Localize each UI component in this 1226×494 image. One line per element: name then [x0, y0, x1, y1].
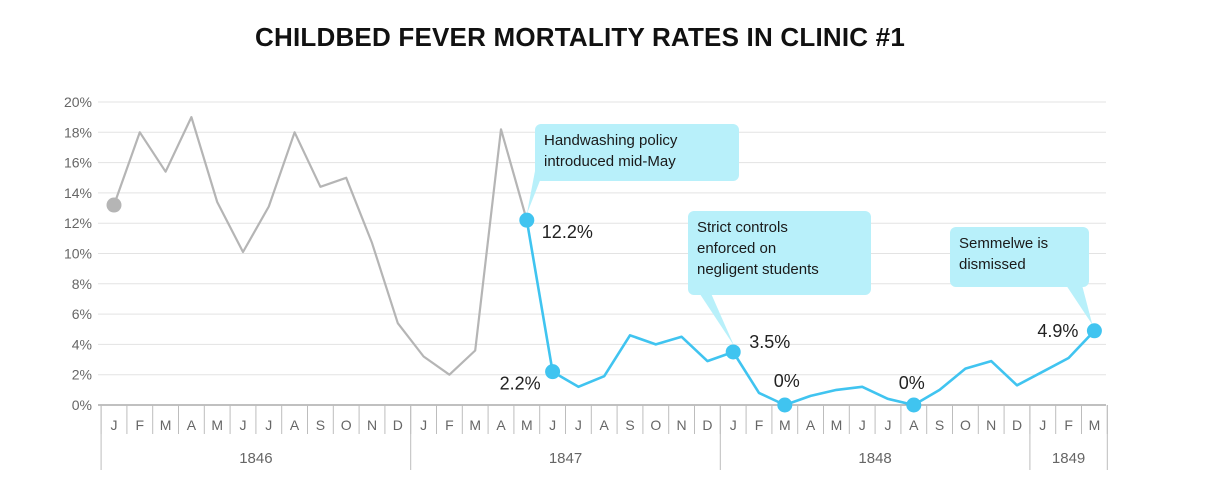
data-label: 0% — [899, 373, 925, 393]
month-tick-label: M — [521, 417, 533, 433]
month-tick-label: O — [960, 417, 971, 433]
month-tick-label: D — [702, 417, 712, 433]
month-tick-label: M — [831, 417, 843, 433]
month-tick-label: N — [986, 417, 996, 433]
month-tick-label: F — [1064, 417, 1073, 433]
month-tick-label: M — [160, 417, 172, 433]
month-tick-label: M — [469, 417, 481, 433]
month-tick-label: F — [755, 417, 764, 433]
year-label: 1848 — [858, 450, 891, 467]
y-tick-label: 2% — [72, 367, 92, 383]
annotation-handwashing-policy: Handwashing policy introduced mid-May — [535, 124, 739, 181]
data-label: 2.2% — [500, 374, 541, 394]
month-tick-label: A — [290, 417, 300, 433]
data-point-marker — [906, 397, 922, 413]
month-tick-label: J — [549, 417, 556, 433]
annotation-semmelweis-dismissed: Semmelwe is dismissed — [950, 227, 1089, 287]
month-tick-label: N — [367, 417, 377, 433]
data-label: 3.5% — [749, 332, 790, 352]
data-point-marker — [1086, 323, 1102, 339]
month-tick-label: F — [136, 417, 145, 433]
month-tick-label: M — [1089, 417, 1101, 433]
y-tick-label: 12% — [64, 215, 92, 231]
annotation-line: Strict controls — [697, 219, 788, 236]
annotation-line: enforced on — [697, 240, 777, 257]
data-label: 12.2% — [542, 222, 593, 242]
annotation-pointer — [692, 282, 735, 346]
month-tick-label: A — [806, 417, 816, 433]
month-tick-label: J — [885, 417, 892, 433]
data-point-marker — [725, 344, 741, 360]
data-label: 4.9% — [1037, 321, 1078, 341]
month-tick-label: A — [187, 417, 197, 433]
month-tick-label: N — [677, 417, 687, 433]
month-tick-label: J — [575, 417, 582, 433]
y-tick-label: 16% — [64, 155, 92, 171]
month-tick-label: M — [779, 417, 791, 433]
y-tick-label: 18% — [64, 124, 92, 140]
month-tick-label: S — [935, 417, 944, 433]
month-tick-label: J — [730, 417, 737, 433]
data-point-marker — [519, 212, 535, 228]
year-label: 1846 — [239, 450, 272, 467]
y-tick-label: 20% — [64, 94, 92, 110]
month-tick-label: A — [496, 417, 506, 433]
y-tick-label: 8% — [72, 276, 92, 292]
annotation-strict-controls: Strict controls enforced on negligent st… — [688, 211, 871, 295]
month-tick-label: D — [1012, 417, 1022, 433]
series-line-after — [525, 218, 1096, 407]
month-tick-label: J — [859, 417, 866, 433]
y-tick-label: 10% — [64, 246, 92, 262]
annotation-pointer — [1066, 285, 1093, 325]
month-tick-label: O — [650, 417, 661, 433]
annotation-line: dismissed — [959, 256, 1026, 273]
start-point-marker — [106, 197, 122, 213]
series-line-before — [112, 115, 528, 376]
annotation-line: Semmelwe is — [959, 235, 1049, 252]
y-tick-label: 14% — [64, 185, 92, 201]
month-tick-label: J — [240, 417, 247, 433]
y-tick-label: 6% — [72, 306, 92, 322]
month-tick-label: A — [909, 417, 919, 433]
annotation-line: Handwashing policy — [544, 132, 678, 149]
month-tick-label: O — [341, 417, 352, 433]
data-point-marker — [545, 364, 561, 380]
month-tick-label: J — [1039, 417, 1046, 433]
month-tick-label: J — [420, 417, 427, 433]
annotation-pointer — [526, 150, 552, 215]
y-tick-label: 0% — [72, 397, 92, 413]
month-tick-label: J — [111, 417, 118, 433]
y-tick-label: 4% — [72, 336, 92, 352]
year-label: 1847 — [549, 450, 582, 467]
month-tick-label: M — [211, 417, 223, 433]
data-label: 0% — [774, 371, 800, 391]
data-point-marker — [777, 397, 793, 413]
month-tick-label: D — [393, 417, 403, 433]
month-tick-label: F — [445, 417, 454, 433]
chart-title: CHILDBED FEVER MORTALITY RATES IN CLINIC… — [255, 22, 905, 52]
month-tick-label: S — [625, 417, 634, 433]
annotation-line: negligent students — [697, 261, 819, 278]
month-tick-label: S — [316, 417, 325, 433]
month-tick-label: J — [265, 417, 272, 433]
annotation-line: introduced mid-May — [544, 153, 676, 170]
year-label: 1849 — [1052, 450, 1085, 467]
month-tick-label: A — [600, 417, 610, 433]
